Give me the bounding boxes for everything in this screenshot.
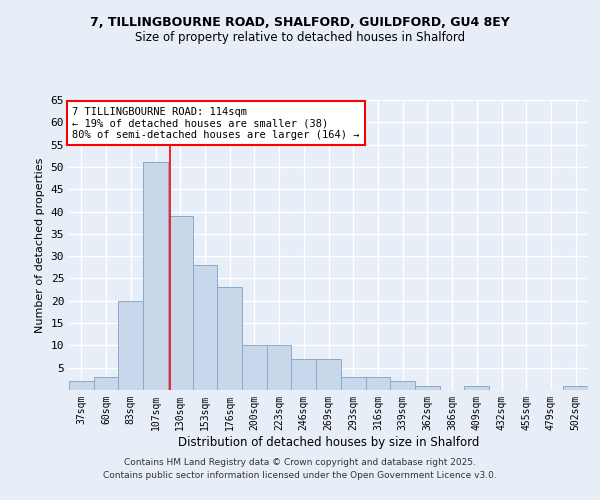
Bar bbox=[365, 376, 390, 390]
Bar bbox=[390, 381, 415, 390]
Bar bbox=[341, 376, 365, 390]
Bar bbox=[242, 346, 267, 390]
Bar bbox=[316, 359, 341, 390]
Bar bbox=[94, 376, 118, 390]
Bar bbox=[563, 386, 588, 390]
Bar bbox=[415, 386, 440, 390]
Bar bbox=[168, 216, 193, 390]
Y-axis label: Number of detached properties: Number of detached properties bbox=[35, 158, 45, 332]
Text: 7, TILLINGBOURNE ROAD, SHALFORD, GUILDFORD, GU4 8EY: 7, TILLINGBOURNE ROAD, SHALFORD, GUILDFO… bbox=[90, 16, 510, 29]
Bar bbox=[118, 301, 143, 390]
Bar bbox=[193, 265, 217, 390]
Bar bbox=[464, 386, 489, 390]
Bar bbox=[292, 359, 316, 390]
Text: 7 TILLINGBOURNE ROAD: 114sqm
← 19% of detached houses are smaller (38)
80% of se: 7 TILLINGBOURNE ROAD: 114sqm ← 19% of de… bbox=[72, 106, 359, 140]
Bar bbox=[69, 381, 94, 390]
Bar bbox=[267, 346, 292, 390]
Text: Contains HM Land Registry data © Crown copyright and database right 2025.: Contains HM Land Registry data © Crown c… bbox=[124, 458, 476, 467]
Bar bbox=[217, 288, 242, 390]
Text: Contains public sector information licensed under the Open Government Licence v3: Contains public sector information licen… bbox=[103, 472, 497, 480]
Bar bbox=[143, 162, 168, 390]
Text: Size of property relative to detached houses in Shalford: Size of property relative to detached ho… bbox=[135, 31, 465, 44]
X-axis label: Distribution of detached houses by size in Shalford: Distribution of detached houses by size … bbox=[178, 436, 479, 448]
